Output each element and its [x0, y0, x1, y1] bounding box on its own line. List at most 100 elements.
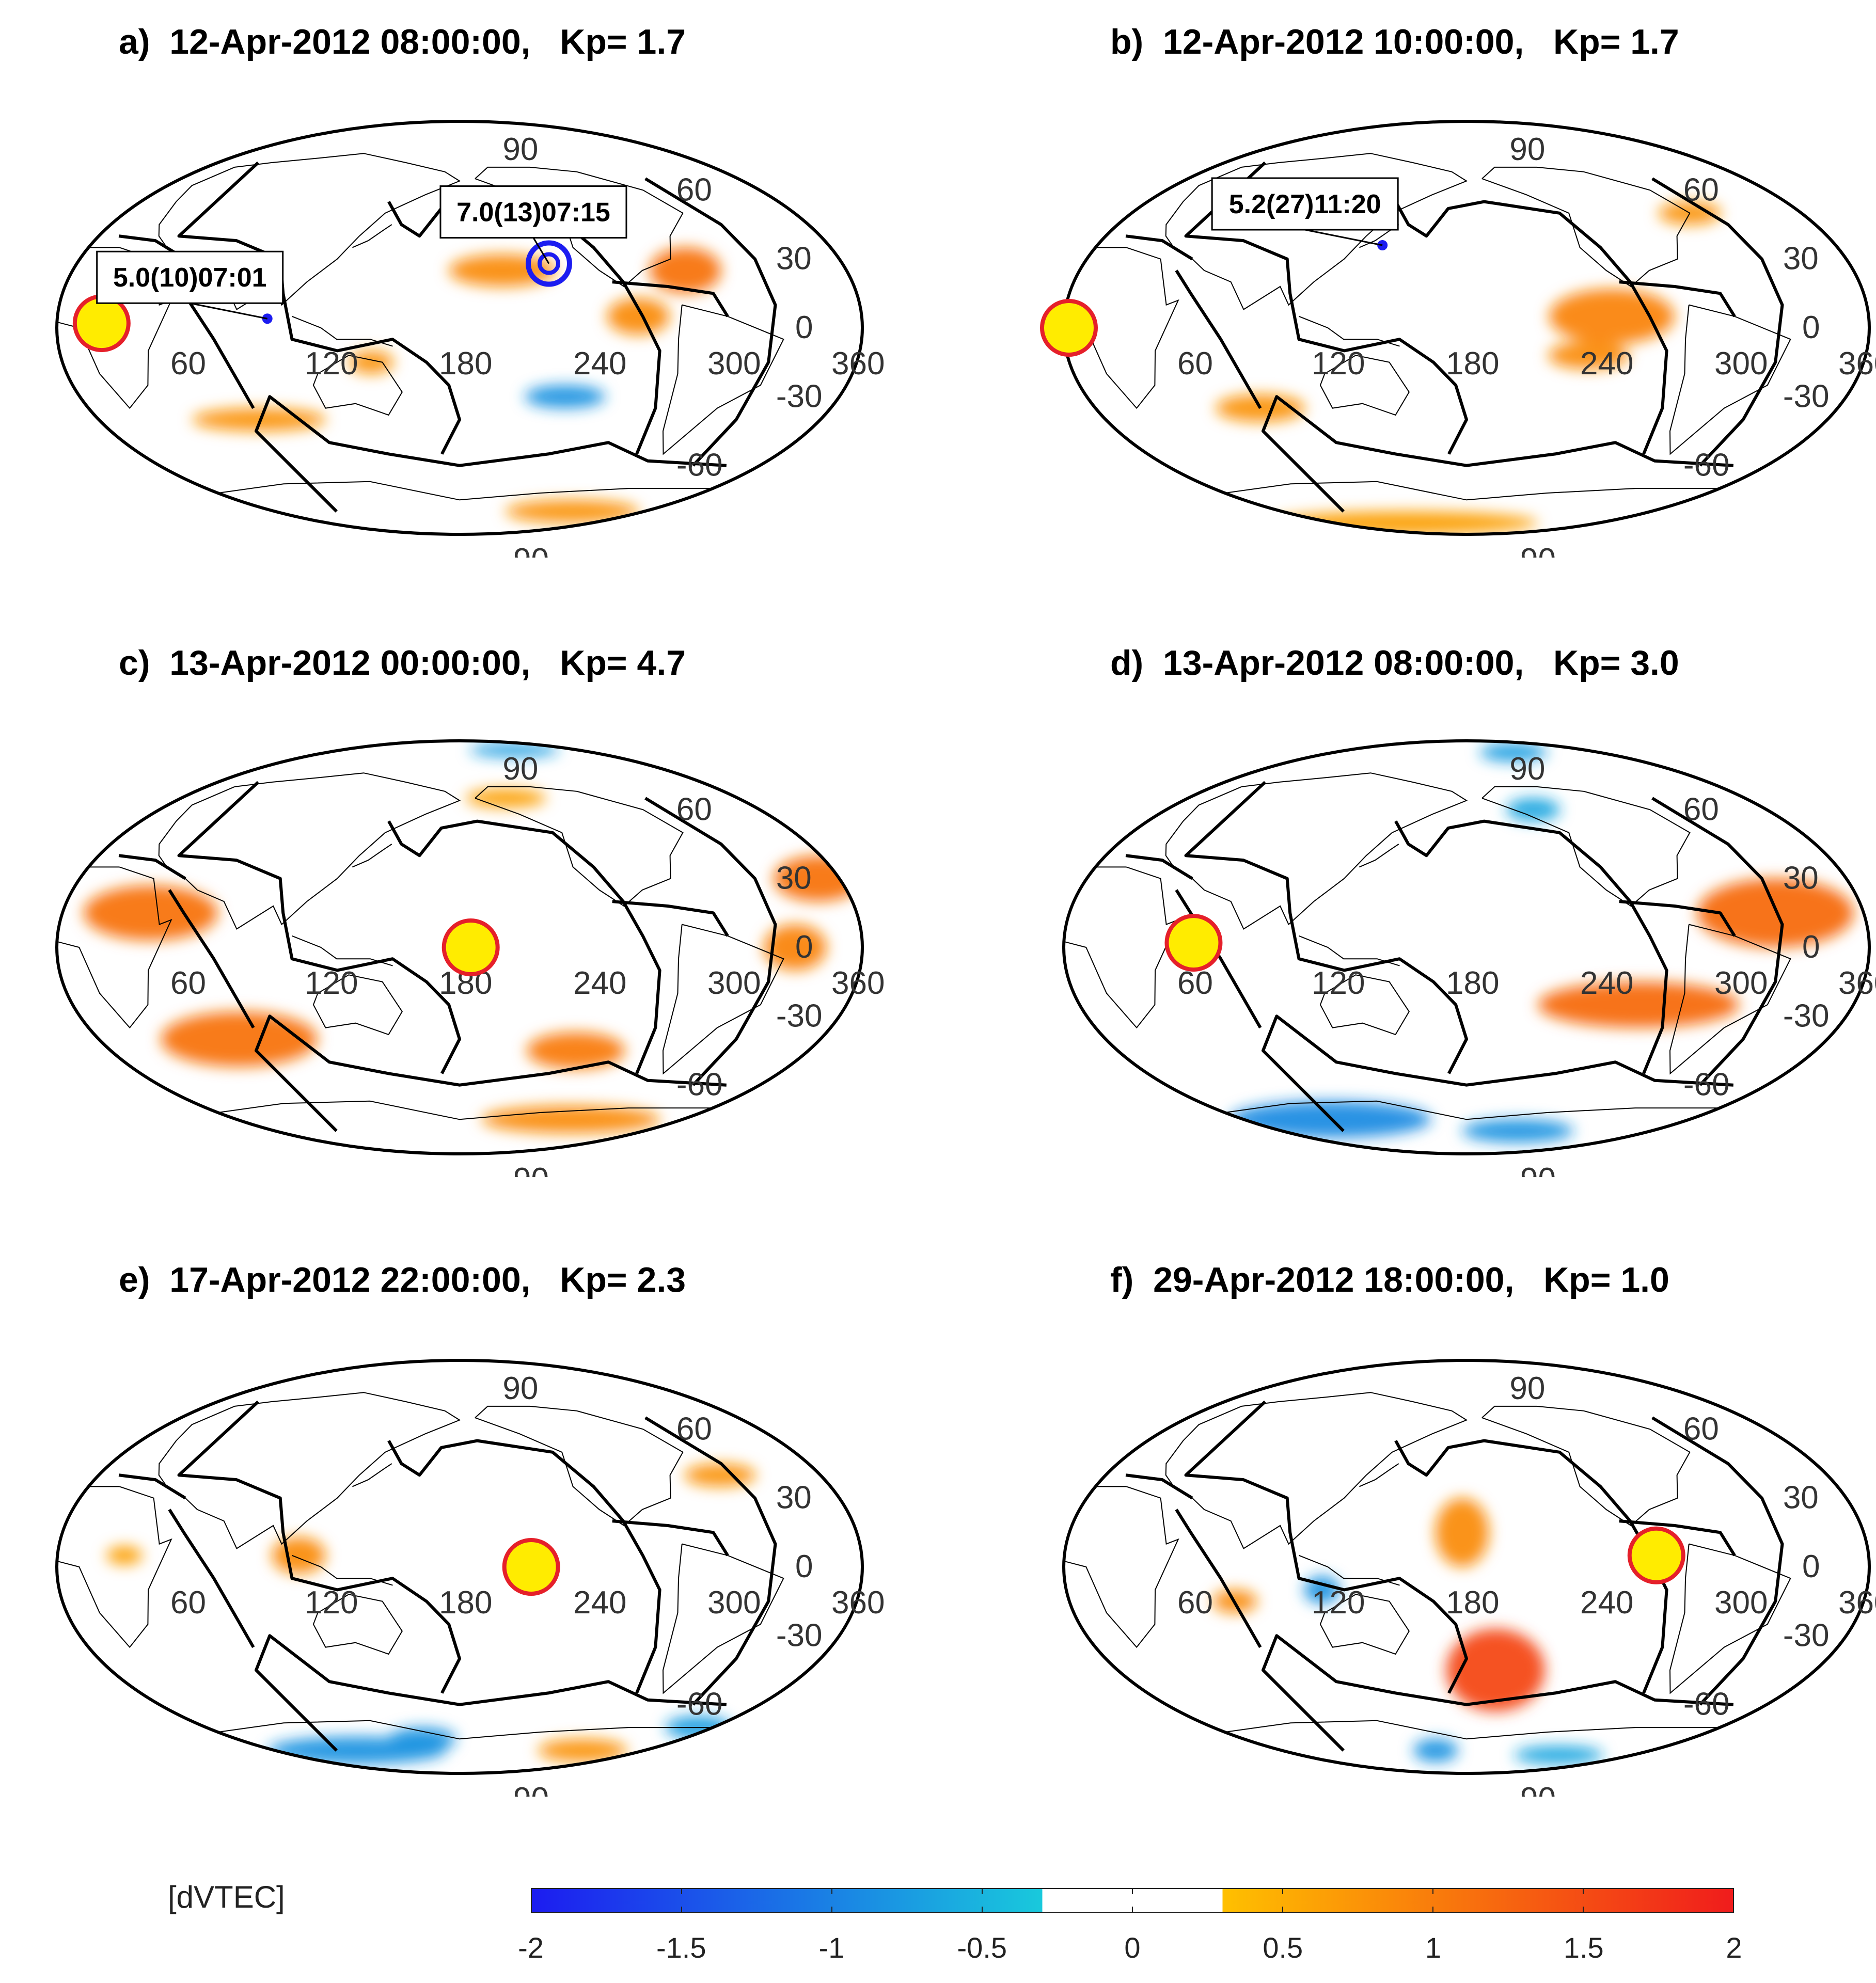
colorbar-tick-label: 0 [1124, 1931, 1141, 1964]
lon-tick-label: 240 [1580, 965, 1633, 1001]
lat-tick-label: 90 [1509, 1371, 1545, 1406]
lat-tick-label: 0 [795, 1549, 813, 1584]
lat-tick-label: 90 [502, 132, 538, 167]
lon-tick-label: 360 [1838, 1585, 1876, 1621]
lon-tick-label: 300 [707, 1585, 761, 1621]
lat-tick-label: 60 [676, 791, 712, 827]
lon-tick-label: 180 [439, 346, 492, 382]
lon-tick-label: 180 [1446, 1585, 1499, 1621]
colorbar-tick-label: 0.5 [1263, 1931, 1303, 1964]
lat-tick-label: -30 [776, 378, 823, 414]
lat-tick-label: -30 [776, 998, 823, 1034]
lon-tick-label: 360 [831, 346, 885, 382]
lon-tick-label: 360 [831, 1585, 885, 1621]
event-label-box [96, 250, 284, 304]
coastline [1669, 304, 1791, 455]
lat-tick-label: -90 [502, 1162, 549, 1177]
event-label: 5.2(27)11:20 [1229, 189, 1381, 219]
plate-boundary [1394, 1439, 1668, 1694]
station-marker [1164, 914, 1223, 972]
lon-tick-label: 240 [573, 965, 626, 1001]
coastline [1224, 1100, 1720, 1120]
plate-boundary [1651, 177, 1784, 467]
anomaly-patch [607, 298, 670, 335]
plate-boundary [1184, 781, 1468, 1074]
coastline [352, 224, 392, 248]
coastline [1669, 924, 1791, 1075]
anomaly-patch [161, 1011, 318, 1067]
coastline [1064, 1486, 1179, 1648]
plate-boundary [612, 1519, 729, 1557]
lat-tick-label: -30 [1783, 998, 1830, 1034]
lon-tick-label: 300 [707, 346, 761, 382]
lat-tick-label: -90 [1509, 1162, 1556, 1177]
lon-tick-label: 60 [170, 346, 206, 382]
lat-tick-label: -30 [776, 1617, 823, 1653]
plate-boundary [1651, 1416, 1784, 1706]
lon-tick-label: 120 [305, 346, 358, 382]
lon-tick-label: 300 [707, 965, 761, 1001]
lat-tick-label: 60 [1683, 1411, 1719, 1447]
colorbar-tick-label: 2 [1726, 1931, 1742, 1964]
lat-tick-label: 0 [1802, 929, 1820, 965]
lon-tick-label: 60 [170, 965, 206, 1001]
anomaly-patch [1538, 981, 1740, 1028]
lat-tick-label: -90 [1509, 542, 1556, 558]
lon-tick-label: 120 [1312, 1585, 1365, 1621]
epicenter-ring [525, 240, 572, 287]
lon-tick-label: 180 [439, 1585, 492, 1621]
colorbar-tick-label: 1.5 [1563, 1931, 1604, 1964]
station-marker [1040, 299, 1098, 357]
map-outline [55, 1359, 864, 1775]
lon-tick-label: 300 [1714, 965, 1768, 1001]
panel-title-f: f) 29-Apr-2012 18:00:00, Kp= 1.0 [1110, 1260, 1669, 1299]
coastline [1224, 1720, 1720, 1740]
lat-tick-label: -30 [1783, 378, 1830, 414]
coastline [217, 481, 713, 501]
map-panel-b: 601201802403003609060300-30-60-905.2(27)… [1040, 120, 1876, 558]
plate-boundary [177, 781, 461, 1074]
lat-tick-label: 60 [676, 172, 712, 208]
anomaly-patch [1549, 289, 1675, 344]
colorbar-tick-label: -0.5 [957, 1931, 1007, 1964]
colorbar-label: [dVTEC] [168, 1880, 285, 1914]
lon-tick-label: 360 [831, 965, 885, 1001]
lat-tick-label: -60 [676, 1067, 723, 1103]
event-label: 7.0(13)07:15 [456, 198, 610, 228]
plate-boundary [612, 900, 729, 937]
plate-boundary [644, 1416, 777, 1706]
map-outline [1062, 739, 1871, 1155]
anomaly-patch [349, 351, 394, 374]
plate-boundary [644, 177, 777, 467]
anomaly-patch [469, 743, 559, 757]
lon-tick-label: 300 [1714, 346, 1768, 382]
lat-tick-label: -30 [1783, 1617, 1830, 1653]
lon-tick-label: 240 [1580, 346, 1633, 382]
plate-boundary [387, 1439, 661, 1694]
panel-title-a: a) 12-Apr-2012 08:00:00, Kp= 1.7 [119, 22, 686, 61]
lat-tick-label: 30 [1783, 1480, 1819, 1516]
lat-tick-label: -60 [676, 1687, 723, 1722]
anomaly-patch [106, 1546, 143, 1565]
coastline [57, 247, 172, 409]
anomaly-patch [272, 1537, 326, 1574]
lat-tick-label: 60 [1683, 791, 1719, 827]
coastline [57, 1486, 172, 1648]
lat-tick-label: 0 [1802, 1549, 1820, 1584]
map-outline [1062, 1359, 1871, 1775]
plate-boundary [177, 161, 461, 455]
lon-tick-label: 60 [170, 1585, 206, 1621]
plate-boundary [644, 797, 777, 1086]
lon-tick-label: 120 [305, 965, 358, 1001]
lon-tick-label: 120 [305, 1585, 358, 1621]
event-label-box [439, 185, 627, 239]
coastline [158, 1392, 461, 1549]
lon-tick-label: 240 [573, 346, 626, 382]
map-outline [55, 739, 864, 1155]
plate-boundary [168, 889, 255, 1029]
plate-boundary [1619, 1519, 1736, 1557]
plate-boundary [255, 1634, 727, 1752]
